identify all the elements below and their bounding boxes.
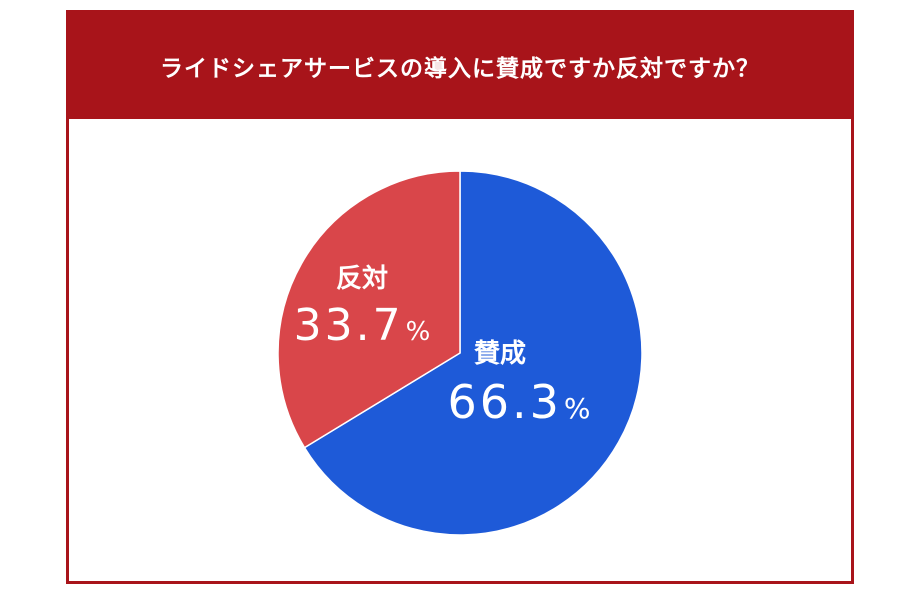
chart-header: ライドシェアサービスの導入に賛成ですか反対ですか？ — [69, 13, 851, 119]
pie-slices — [277, 170, 643, 536]
pie-labels: 賛成 66.3% 反対 33.7% — [294, 264, 591, 429]
pie-slice-agree — [303, 170, 643, 536]
slice-value-agree: 66.3% — [447, 375, 590, 429]
pie-slice-disagree — [277, 170, 461, 449]
chart-title: ライドシェアサービスの導入に賛成ですか反対ですか？ — [160, 56, 760, 82]
slice-label-agree: 賛成 — [474, 339, 526, 369]
slice-value-disagree: 33.7% — [294, 300, 431, 351]
slice-label-disagree: 反対 — [336, 264, 388, 294]
